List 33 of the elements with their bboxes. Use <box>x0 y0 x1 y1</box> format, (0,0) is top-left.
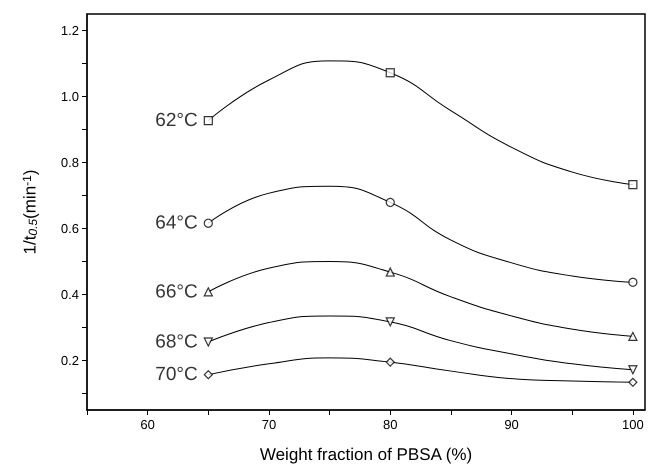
point <box>386 198 395 208</box>
point <box>204 218 213 228</box>
x-tick-label: 90 <box>504 417 519 432</box>
point <box>628 332 638 342</box>
series-label: 66°C <box>155 281 198 302</box>
x-axis-title: Weight fraction of PBSA (%) <box>260 445 472 464</box>
point <box>386 317 395 326</box>
point <box>628 365 638 374</box>
point <box>204 116 213 126</box>
y-tick-label: 0.6 <box>60 221 79 236</box>
x-tick-label: 80 <box>383 417 398 432</box>
point <box>386 267 395 277</box>
y-tick-label: 0.8 <box>60 155 79 170</box>
point <box>204 337 213 347</box>
point <box>386 68 395 78</box>
x-tick-label: 100 <box>622 417 644 432</box>
point <box>204 370 213 380</box>
y-tick-label: 0.2 <box>60 353 79 368</box>
point <box>204 287 213 296</box>
y-tick-label: 1.2 <box>60 23 79 38</box>
y-tick-label: 0.4 <box>60 287 79 302</box>
y-tick-label: 1.0 <box>60 89 79 104</box>
series-label: 64°C <box>155 212 198 234</box>
point <box>628 278 638 287</box>
series-label: 68°C <box>155 332 198 353</box>
point <box>628 180 638 190</box>
point <box>628 378 638 387</box>
series-label: 70°C <box>155 364 198 386</box>
x-tick-label: 60 <box>140 417 155 432</box>
y-axis-title: 1/t0.5(min-1) <box>20 170 40 254</box>
x-tick-label: 70 <box>262 417 276 432</box>
series-label: 62°C <box>155 110 198 132</box>
point <box>386 358 395 367</box>
